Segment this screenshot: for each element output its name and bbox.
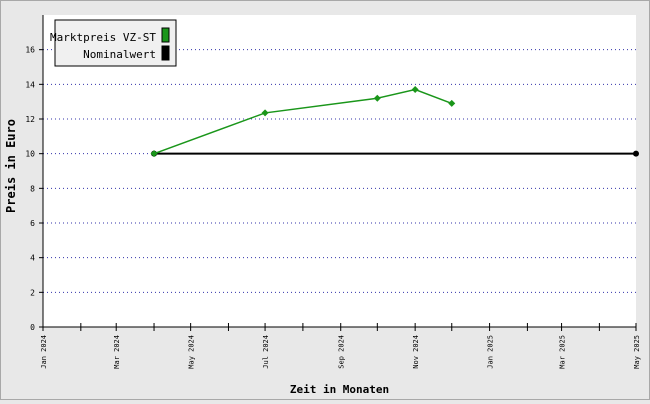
data-point <box>150 150 158 158</box>
data-point <box>261 109 269 117</box>
y-tick-label: 2 <box>30 288 35 297</box>
y-tick-label: 4 <box>30 254 35 263</box>
x-tick-label: Jan 2024 <box>40 335 48 369</box>
x-tick-label: Jul 2024 <box>262 335 270 369</box>
legend-swatch-marktpreis <box>161 27 170 43</box>
legend-label-marktpreis: Marktpreis VZ-ST <box>50 31 156 44</box>
x-tick-label: May 2025 <box>633 335 641 369</box>
data-point <box>411 86 419 94</box>
y-tick-label: 6 <box>30 219 35 228</box>
y-tick-label: 10 <box>25 150 35 159</box>
x-axis-title: Zeit in Monaten <box>290 383 389 396</box>
data-point <box>633 150 639 157</box>
data-point <box>373 94 381 102</box>
axes: 0 2 4 6 8 10 12 14 16 Jan 2024 Mar 2024 May 2024 Jul… <box>25 15 641 369</box>
y-tick-label: 16 <box>25 46 35 55</box>
y-tick-label: 14 <box>25 80 35 89</box>
data-point <box>448 99 456 107</box>
x-tick-label: Jan 2025 <box>487 335 495 369</box>
series <box>150 86 639 158</box>
plot-area <box>43 15 636 327</box>
legend: Marktpreis VZ-ST Nominalwert <box>50 19 177 67</box>
x-tick-label: May 2024 <box>188 335 196 369</box>
x-tick-label: Mar 2024 <box>113 335 121 369</box>
y-axis-title: Preis in Euro <box>4 119 18 213</box>
x-tick-label: Mar 2025 <box>559 335 567 369</box>
y-tick-label: 0 <box>30 323 35 332</box>
x-tick-label: Nov 2024 <box>412 335 420 369</box>
x-tick-label: Sep 2024 <box>338 335 346 369</box>
y-tick-label: 8 <box>30 184 35 193</box>
legend-box <box>54 19 177 67</box>
legend-swatch-nominalwert <box>161 45 170 61</box>
legend-label-nominalwert: Nominalwert <box>83 48 156 61</box>
y-tick-label: 12 <box>25 115 35 124</box>
